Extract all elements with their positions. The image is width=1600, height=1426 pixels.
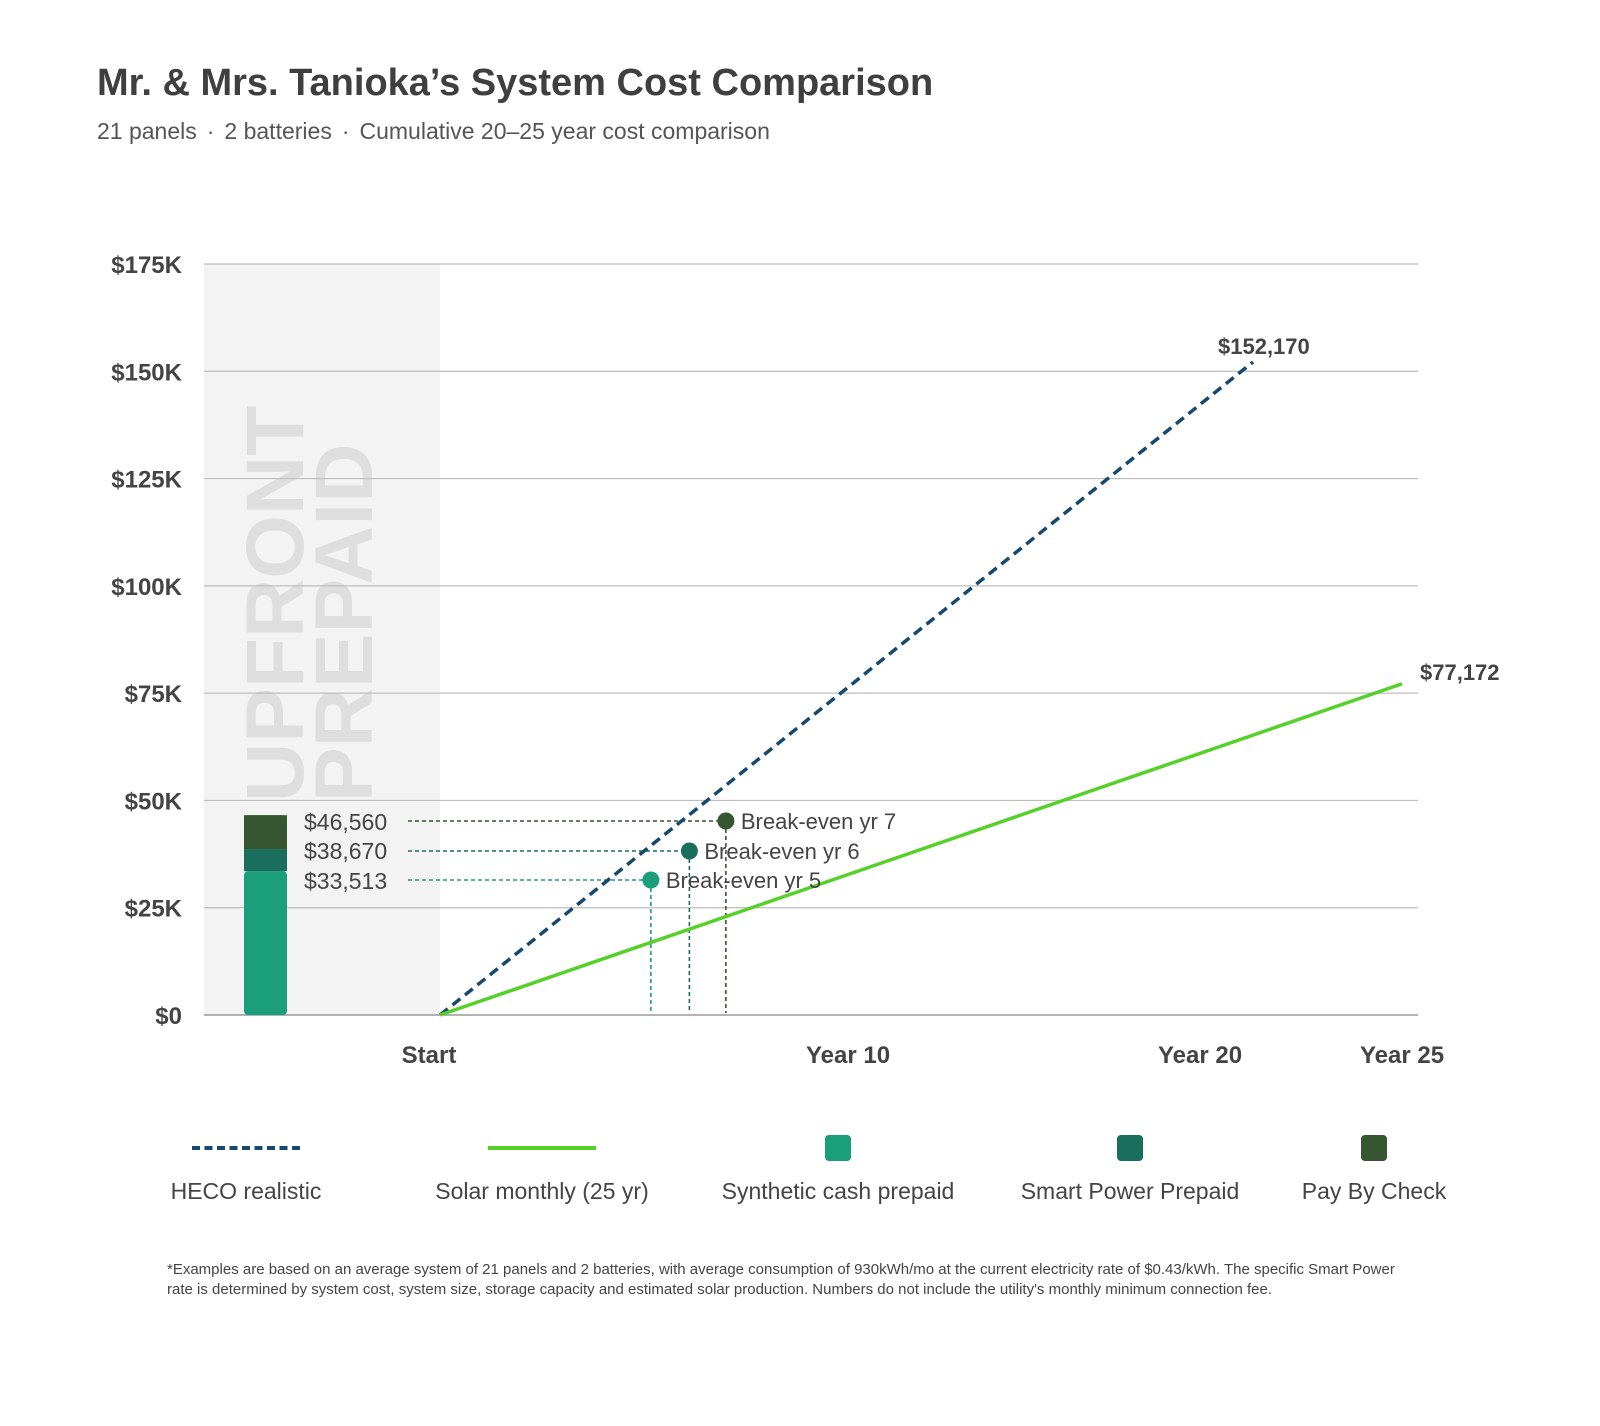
heco-end-label: $152,170 bbox=[1218, 334, 1310, 359]
x-tick-label: Year 25 bbox=[1360, 1042, 1444, 1069]
x-axis: Start Year 10 Year 20 Year 25 bbox=[402, 1042, 1444, 1069]
legend-symbol bbox=[1361, 1135, 1387, 1161]
legend-label: Pay By Check bbox=[1301, 1178, 1447, 1204]
legend-symbol bbox=[825, 1135, 851, 1161]
breakeven-label: Break-even yr 7 bbox=[741, 809, 896, 834]
breakeven-label: Break-even yr 5 bbox=[666, 868, 821, 893]
prepaid-stacked-bar: $33,513 $38,670 $46,560 bbox=[244, 809, 387, 1015]
chart-subtitle: 21 panels · 2 batteries · Cumulative 20–25 y… bbox=[97, 118, 770, 145]
breakeven-point bbox=[680, 842, 698, 860]
prepaid-bar-segment bbox=[244, 849, 287, 872]
series-lines: $152,170 $77,172 bbox=[438, 334, 1500, 1017]
x-tick-label: Year 10 bbox=[806, 1042, 890, 1069]
legend-symbol bbox=[192, 1146, 300, 1150]
cost-comparison-chart: UPFRONT PREPAID $175K $150K $125K $100K $75K… bbox=[111, 252, 1500, 1069]
prepaid-value-label: $33,513 bbox=[304, 868, 387, 894]
legend-label: Synthetic cash prepaid bbox=[721, 1178, 955, 1204]
breakeven-point bbox=[642, 871, 660, 889]
legend-symbol bbox=[1117, 1135, 1143, 1161]
subtitle-description: Cumulative 20–25 year cost comparison bbox=[359, 118, 770, 144]
upfront-band bbox=[204, 264, 440, 1015]
grid-lines bbox=[204, 263, 1418, 1016]
breakeven-points: Break-even yr 5 Break-even yr 6 Break-even… bbox=[642, 809, 896, 893]
prepaid-value-label: $46,560 bbox=[304, 809, 387, 835]
legend-label: Smart Power Prepaid bbox=[1020, 1178, 1240, 1204]
prepaid-bar-segment bbox=[244, 871, 287, 1015]
x-tick-label: Start bbox=[402, 1042, 457, 1069]
breakeven-guides bbox=[408, 820, 727, 1013]
heco-realistic-line bbox=[438, 360, 1255, 1017]
footnote: *Examples are based on an average system… bbox=[167, 1261, 1395, 1298]
solar-monthly-line bbox=[439, 682, 1403, 1017]
upfront-band-text: UPFRONT PREPAID bbox=[230, 406, 390, 802]
legend-symbol bbox=[488, 1146, 596, 1150]
y-tick-label: $100K bbox=[111, 574, 182, 601]
y-axis: $175K $150K $125K $100K $75K $50K $25K $0 bbox=[111, 252, 182, 1030]
subtitle-separator: · bbox=[341, 118, 350, 144]
legend-label: Solar monthly (25 yr) bbox=[435, 1178, 649, 1204]
breakeven-point bbox=[717, 812, 735, 830]
breakeven-label: Break-even yr 6 bbox=[704, 839, 859, 864]
y-tick-label: $150K bbox=[111, 359, 182, 386]
subtitle-panels: 21 panels bbox=[97, 118, 197, 144]
subtitle-separator: · bbox=[206, 118, 215, 144]
subtitle-batteries: 2 batteries bbox=[224, 118, 332, 144]
prepaid-band-label: PREPAID bbox=[299, 444, 390, 802]
y-tick-label: $75K bbox=[125, 681, 183, 708]
solar-end-label: $77,172 bbox=[1420, 660, 1500, 685]
y-tick-label: $175K bbox=[111, 252, 182, 279]
prepaid-bar-cap bbox=[244, 815, 287, 826]
chart-title: Mr. & Mrs. Tanioka’s System Cost Compari… bbox=[97, 62, 934, 104]
y-tick-label: $25K bbox=[125, 896, 183, 923]
prepaid-value-label: $38,670 bbox=[304, 838, 387, 864]
y-tick-label: $50K bbox=[125, 788, 183, 815]
upfront-band-label: UPFRONT bbox=[230, 406, 321, 802]
legend-label: HECO realistic bbox=[170, 1178, 322, 1204]
x-tick-label: Year 20 bbox=[1158, 1042, 1242, 1069]
y-tick-label: $0 bbox=[155, 1003, 182, 1030]
y-tick-label: $125K bbox=[111, 467, 182, 494]
